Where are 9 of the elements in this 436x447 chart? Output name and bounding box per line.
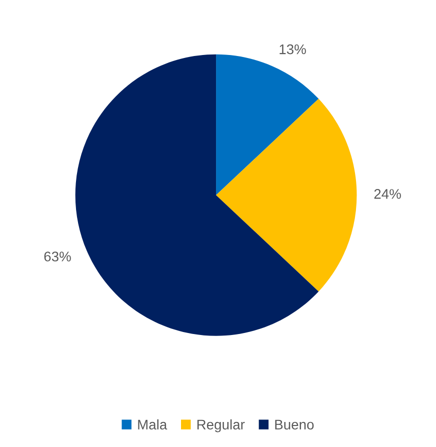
data-label: 24% [374, 189, 401, 199]
pie-slice [216, 98, 357, 292]
data-label: 63% [44, 252, 71, 262]
pie-slice [75, 54, 319, 336]
legend-label: Mala [138, 419, 168, 430]
data-label: 13% [280, 44, 306, 54]
legend-label: Regular [197, 419, 245, 432]
legend-label: Bueno [275, 420, 314, 430]
pie-slice [216, 54, 319, 196]
